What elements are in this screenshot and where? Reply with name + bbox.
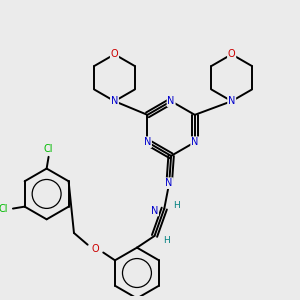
Text: O: O [228, 49, 236, 59]
Text: H: H [163, 236, 169, 245]
Text: N: N [166, 178, 173, 188]
Text: O: O [92, 244, 99, 254]
Text: H: H [172, 201, 179, 210]
Text: N: N [191, 137, 199, 147]
Text: O: O [111, 49, 118, 59]
Text: N: N [144, 137, 151, 147]
Text: N: N [228, 96, 235, 106]
Text: Cl: Cl [44, 144, 53, 154]
Text: Cl: Cl [0, 204, 8, 214]
Text: N: N [167, 96, 175, 106]
Text: N: N [111, 96, 118, 106]
Text: N: N [151, 206, 158, 215]
